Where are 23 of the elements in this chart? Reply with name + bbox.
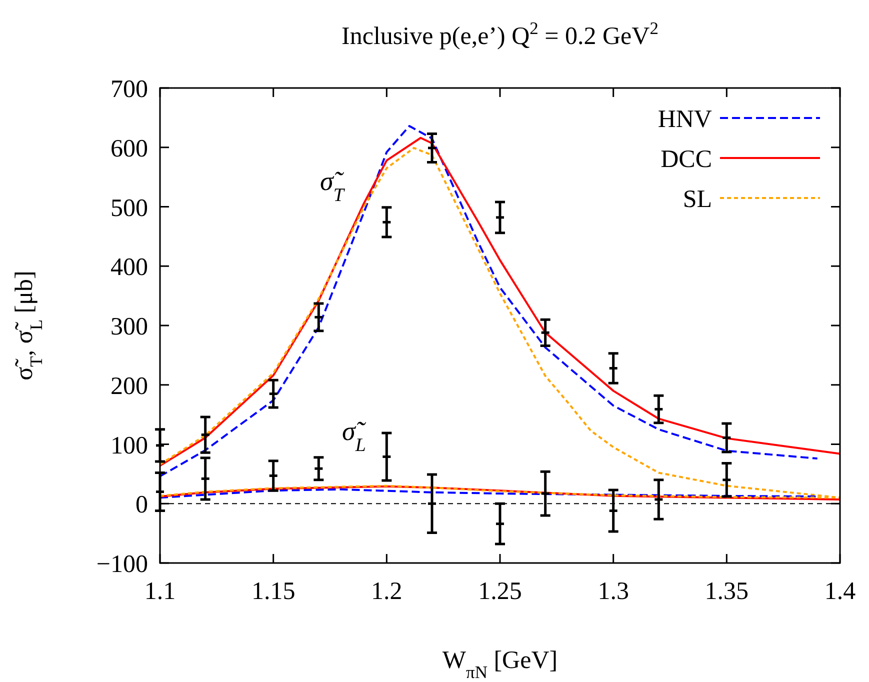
y-tick-label: 200	[110, 372, 148, 400]
y-tick-label: 700	[110, 76, 148, 103]
annotation: σ̃$_{L}$	[342, 416, 366, 456]
annotation: σ̃$_{T}$	[320, 166, 346, 206]
x-tick-label: 1.1	[144, 578, 176, 605]
x-tick-label: 1.25	[478, 578, 522, 605]
y-tick-label: 500	[110, 194, 148, 222]
y-tick-label: 400	[110, 254, 148, 282]
y-tick-label: −100	[96, 551, 148, 578]
x-axis-title: W$_{πN}$ [GeV]	[442, 647, 558, 682]
y-tick-label: 0	[136, 492, 148, 519]
chart-title: Inclusive p(e,e’) Q$^{2}$ = 0.2 GeV$^{2}$	[342, 18, 658, 50]
x-tick-label: 1.35	[704, 578, 749, 605]
y-tick-label: 600	[110, 135, 148, 162]
y-tick-label: 100	[110, 432, 148, 460]
x-tick-label: 1.4	[824, 578, 856, 605]
legend-label: SL	[682, 186, 712, 213]
legend-label: HNV	[658, 106, 712, 133]
legend-label: DCC	[660, 146, 712, 173]
x-tick-label: 1.3	[598, 578, 629, 605]
y-tick-label: 300	[110, 314, 148, 340]
x-tick-label: 1.15	[251, 578, 296, 605]
x-tick-label: 1.2	[371, 578, 402, 605]
